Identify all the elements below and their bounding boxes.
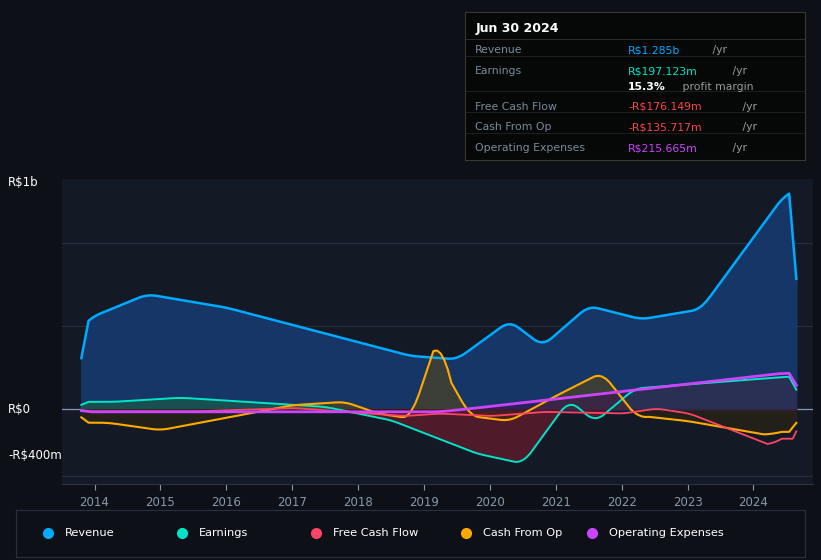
Text: R$1.285b: R$1.285b [628, 45, 681, 55]
Text: /yr: /yr [739, 123, 757, 133]
Text: -R$135.717m: -R$135.717m [628, 123, 702, 133]
Text: Earnings: Earnings [475, 66, 522, 76]
Text: -R$400m: -R$400m [8, 449, 62, 462]
Text: 15.3%: 15.3% [628, 82, 666, 92]
Text: Operating Expenses: Operating Expenses [609, 529, 724, 538]
Text: Free Cash Flow: Free Cash Flow [475, 102, 557, 112]
Text: -R$176.149m: -R$176.149m [628, 102, 702, 112]
Text: R$1b: R$1b [8, 176, 39, 189]
Text: Revenue: Revenue [66, 529, 115, 538]
Text: R$197.123m: R$197.123m [628, 66, 698, 76]
Text: /yr: /yr [709, 45, 727, 55]
Text: R$215.665m: R$215.665m [628, 143, 698, 153]
Text: profit margin: profit margin [679, 82, 753, 92]
Text: Cash From Op: Cash From Op [483, 529, 562, 538]
Text: /yr: /yr [729, 143, 747, 153]
Text: /yr: /yr [729, 66, 747, 76]
Text: Operating Expenses: Operating Expenses [475, 143, 585, 153]
Text: R$0: R$0 [8, 403, 31, 416]
Text: Free Cash Flow: Free Cash Flow [333, 529, 419, 538]
Text: Jun 30 2024: Jun 30 2024 [475, 22, 559, 35]
Text: /yr: /yr [739, 102, 757, 112]
Text: Earnings: Earnings [200, 529, 249, 538]
Text: Cash From Op: Cash From Op [475, 123, 552, 133]
Text: Revenue: Revenue [475, 45, 523, 55]
